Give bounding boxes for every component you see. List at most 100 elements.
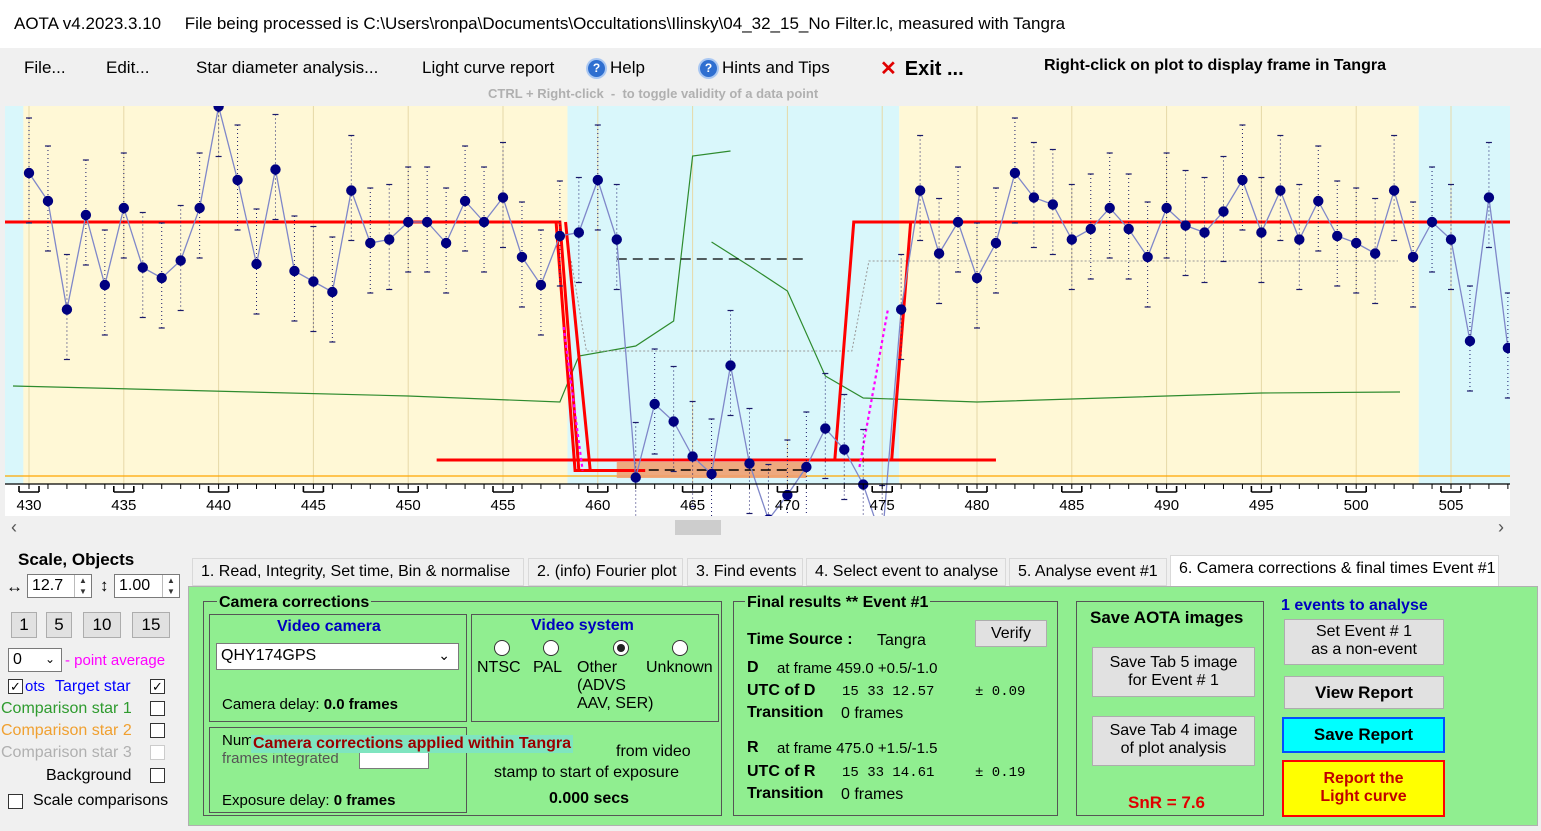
tab-analyse-event[interactable]: 5. Analyse event #1 xyxy=(1009,558,1167,586)
tab-select-event[interactable]: 4. Select event to analyse xyxy=(806,558,1006,586)
report-light-curve-line2: Light curve xyxy=(1320,788,1407,805)
pre-event-region xyxy=(5,106,568,484)
data-point xyxy=(573,227,585,238)
tick-label: 505 xyxy=(1438,497,1463,514)
data-point xyxy=(61,304,73,315)
view-report-button[interactable]: View Report xyxy=(1284,676,1444,709)
data-point xyxy=(308,276,319,287)
unknown-label: Unknown xyxy=(646,659,713,676)
scale-button-15[interactable]: 15 xyxy=(132,612,170,638)
spinner-arrows-icon[interactable]: ▲ ▼ xyxy=(162,575,179,597)
menu-star-diameter[interactable]: Star diameter analysis... xyxy=(196,58,379,77)
video-system-title: Video system xyxy=(531,617,634,634)
x-scale-spinner[interactable]: 12.7 ▲ ▼ xyxy=(27,574,92,598)
scale-button-10[interactable]: 10 xyxy=(83,612,121,638)
tick-label: 495 xyxy=(1249,497,1274,514)
scale-comparisons-checkbox[interactable] xyxy=(8,794,23,809)
plot-scrollbar[interactable]: ‹ › xyxy=(5,517,1510,539)
tick-label: 460 xyxy=(585,497,610,514)
snr-label: SnR = 7.6 xyxy=(1128,793,1206,812)
data-point xyxy=(346,185,357,196)
tick-label: 450 xyxy=(396,497,421,514)
camera-corrections-panel: Camera corrections Video camera QHY174GP… xyxy=(188,586,1538,826)
light-curve-plot[interactable]: 430 435 440 445 450 455 460 465 470 475 480 485 490 4… xyxy=(5,106,1510,516)
save-tab5-button[interactable]: Save Tab 5 image for Event # 1 xyxy=(1092,647,1255,697)
menu-light-curve-report[interactable]: Light curve report xyxy=(422,58,555,77)
help-icon: ? xyxy=(700,60,717,77)
report-light-curve-line1: Report the xyxy=(1323,770,1404,787)
data-point xyxy=(554,230,566,242)
data-point xyxy=(725,360,736,371)
d-label: D xyxy=(747,659,759,676)
spinner-arrows-icon[interactable]: ▲ ▼ xyxy=(74,575,91,597)
scale-comparisons-label: Scale comparisons xyxy=(33,792,169,809)
target-star-checkbox[interactable]: ✓ xyxy=(150,679,165,694)
save-tab4-button[interactable]: Save Tab 4 image of plot analysis xyxy=(1092,716,1255,766)
point-average-select[interactable]: 0 ⌄ xyxy=(8,648,62,672)
dots-checkbox[interactable]: ✓ xyxy=(8,679,23,694)
ntsc-radio[interactable] xyxy=(494,640,510,656)
horizontal-scale-icon: ↔ xyxy=(6,577,23,596)
scale-button-5[interactable]: 5 xyxy=(46,612,72,638)
data-point xyxy=(365,237,376,249)
model-curve-d xyxy=(5,220,646,472)
data-point xyxy=(1047,199,1059,210)
dots-label: ots xyxy=(25,678,46,695)
menu-hints[interactable]: ? Hints and Tips xyxy=(700,58,830,78)
set-non-event-line2: as a non-event xyxy=(1311,641,1417,658)
model-curve-r xyxy=(833,220,1510,461)
r-label: R xyxy=(747,739,759,756)
scroll-left-icon[interactable]: ‹ xyxy=(11,517,17,537)
data-point xyxy=(270,164,281,175)
data-point xyxy=(1199,227,1210,238)
report-light-curve-button[interactable]: Report the Light curve xyxy=(1282,760,1445,817)
tab-read-integrity[interactable]: 1. Read, Integrity, Set time, Bin & norm… xyxy=(192,558,524,586)
data-point xyxy=(478,216,490,228)
frames-integrated-label: frames integrated xyxy=(222,750,339,767)
tab-camera-corrections[interactable]: 6. Camera corrections & final times Even… xyxy=(1170,555,1499,587)
y-scale-spinner[interactable]: 1.00 ▲ ▼ xyxy=(114,574,180,598)
menu-hints-label: Hints and Tips xyxy=(722,58,830,77)
data-point xyxy=(289,265,300,277)
scroll-right-icon[interactable]: › xyxy=(1498,517,1504,537)
menu-help[interactable]: ? Help xyxy=(588,58,645,78)
save-report-button[interactable]: Save Report xyxy=(1282,717,1445,753)
data-point xyxy=(764,514,773,516)
x-axis: 430 435 440 445 450 455 460 465 470 475 480 485 490 4… xyxy=(5,483,1510,514)
data-point xyxy=(1464,335,1476,347)
scroll-thumb[interactable] xyxy=(675,520,721,535)
data-point xyxy=(1502,342,1510,354)
data-point xyxy=(1123,223,1134,235)
data-point xyxy=(421,216,433,228)
unknown-radio[interactable] xyxy=(672,640,688,656)
data-point xyxy=(1256,227,1267,238)
verify-button[interactable]: Verify xyxy=(975,620,1047,647)
data-point xyxy=(971,272,983,284)
data-point xyxy=(611,234,622,245)
tab-fourier[interactable]: 2. (info) Fourier plot xyxy=(528,558,683,586)
data-point xyxy=(592,174,603,186)
background-checkbox[interactable] xyxy=(150,768,165,783)
other-label: Other xyxy=(577,659,618,676)
data-point xyxy=(251,258,262,270)
other-radio[interactable] xyxy=(613,640,629,656)
comparison-star-2-checkbox[interactable] xyxy=(150,723,165,738)
data-point xyxy=(1275,185,1286,196)
time-source-value: Tangra xyxy=(877,632,926,649)
set-non-event-button[interactable]: Set Event # 1 as a non-event xyxy=(1284,619,1444,665)
pal-radio[interactable] xyxy=(543,640,559,656)
menu-edit[interactable]: Edit... xyxy=(106,58,150,77)
menu-file[interactable]: File... xyxy=(24,58,66,77)
data-point xyxy=(535,279,547,291)
camera-select[interactable]: QHY174GPS ⌄ xyxy=(216,643,459,670)
other-sub2: AAV, SER) xyxy=(577,695,654,712)
title-bar: AOTA v4.2023.3.10 File being processed i… xyxy=(0,0,1541,49)
tab-find-events[interactable]: 3. Find events xyxy=(687,558,803,586)
help-icon: ? xyxy=(588,60,605,77)
comparison-star-3-checkbox xyxy=(150,745,165,760)
data-point xyxy=(687,451,698,462)
comparison-star-1-checkbox[interactable] xyxy=(150,701,165,716)
scale-button-1[interactable]: 1 xyxy=(11,612,37,638)
video-camera-group xyxy=(209,614,467,722)
menu-exit[interactable]: ✕ Exit ... xyxy=(880,56,964,81)
